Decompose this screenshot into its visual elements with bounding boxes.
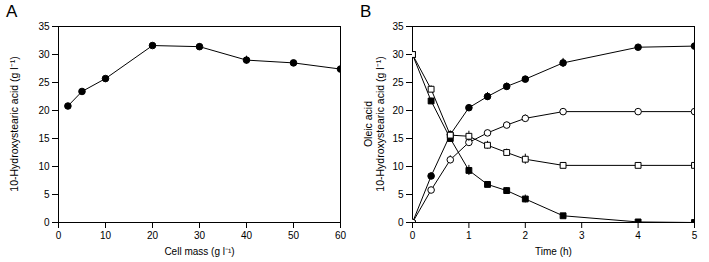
svg-text:20: 20: [147, 230, 159, 241]
svg-text:60: 60: [335, 230, 347, 241]
svg-text:15: 15: [392, 133, 404, 144]
svg-text:10: 10: [38, 161, 50, 172]
svg-text:5: 5: [398, 189, 404, 200]
svg-text:Cell mass (g l⁻¹): Cell mass (g l⁻¹): [164, 246, 234, 257]
svg-text:35: 35: [38, 21, 50, 32]
svg-text:20: 20: [38, 105, 50, 116]
svg-text:0: 0: [410, 230, 416, 241]
svg-text:3: 3: [579, 230, 585, 241]
svg-text:15: 15: [38, 133, 50, 144]
svg-text:Time (h): Time (h): [535, 246, 572, 257]
svg-text:20: 20: [392, 105, 404, 116]
svg-text:30: 30: [38, 49, 50, 60]
svg-text:50: 50: [288, 230, 300, 241]
svg-text:25: 25: [38, 77, 50, 88]
svg-text:25: 25: [392, 77, 404, 88]
svg-text:0: 0: [56, 230, 62, 241]
html-text:B: B: [360, 2, 372, 21]
svg-text:0: 0: [398, 217, 404, 228]
html-text:10-Hydroxystearic acid (g l⁻¹): 10-Hydroxystearic acid (g l⁻¹): [8, 56, 20, 192]
svg-text:30: 30: [392, 49, 404, 60]
svg-text:4: 4: [635, 230, 641, 241]
svg-text:10: 10: [100, 230, 112, 241]
svg-text:5: 5: [44, 189, 50, 200]
svg-text:30: 30: [194, 230, 206, 241]
html-text:A: A: [6, 2, 18, 21]
svg-text:35: 35: [392, 21, 404, 32]
html-text:10-Hydroxystearic acid (g l⁻¹): 10-Hydroxystearic acid (g l⁻¹): [374, 56, 386, 192]
svg-text:10: 10: [392, 161, 404, 172]
html-text:Oleic acid: Oleic acid: [362, 101, 374, 148]
svg-text:5: 5: [692, 230, 698, 241]
svg-text:40: 40: [241, 230, 253, 241]
svg-text:2: 2: [523, 230, 529, 241]
svg-text:0: 0: [44, 217, 50, 228]
svg-text:1: 1: [466, 230, 472, 241]
